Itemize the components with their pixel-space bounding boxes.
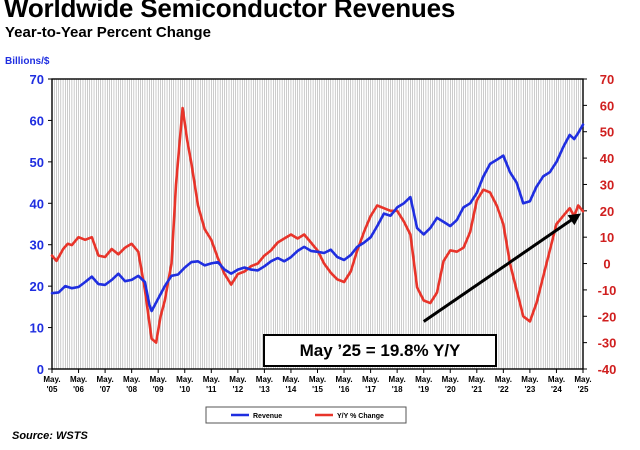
right-axis-ticks: -40 -30 -20 -10 0 10 20 30 40 50 60 70 [583,72,616,377]
x-tick-label-month: May. [442,375,459,384]
x-tick-label-year: '24 [551,385,562,394]
trend-arrow-head [567,213,581,226]
left-tick-label: 0 [37,362,44,377]
revenue-line [50,123,585,313]
left-tick-label: 10 [30,321,44,336]
right-tick-label: 50 [600,125,614,140]
x-tick-label-year: '05 [47,385,58,394]
x-tick-label-year: '21 [471,385,482,394]
x-tick-label-month: May. [256,375,273,384]
left-axis-label: Billions/$ [5,56,50,67]
chart-title: Worldwide Semiconductor Revenues [4,0,456,23]
x-tick-label-month: May. [176,375,193,384]
x-tick-label-year: '17 [365,385,376,394]
x-tick-label-month: May. [309,375,326,384]
source-note: Source: WSTS [12,430,88,442]
right-tick-label: 0 [603,257,610,272]
x-tick-label-month: May. [574,375,591,384]
gridlines [53,79,582,369]
x-tick-label-month: May. [43,375,60,384]
right-tick-label: -30 [598,336,617,351]
right-tick-label: -10 [598,283,617,298]
x-tick-label-month: May. [203,375,220,384]
legend-label-yoy: Y/Y % Change [337,413,384,420]
x-tick-label-month: May. [389,375,406,384]
right-tick-label: 30 [600,177,614,192]
annotation-layer: May ’25 = 19.8% Y/Y [263,213,581,367]
x-tick-label-year: '06 [73,385,84,394]
left-tick-label: 40 [30,196,44,211]
left-tick-label: 50 [30,155,44,170]
x-tick-label-month: May. [96,375,113,384]
x-tick-label-month: May. [123,375,140,384]
x-tick-label-year: '08 [126,385,137,394]
right-tick-label: 10 [600,230,614,245]
x-tick-label-year: '09 [153,385,164,394]
legend: Revenue Y/Y % Change [205,406,407,424]
x-tick-label-month: May. [282,375,299,384]
left-tick-label: 30 [30,238,44,253]
x-tick-label-month: May. [495,375,512,384]
x-tick-label-year: '12 [232,385,243,394]
x-tick-label-year: '22 [498,385,509,394]
x-tick-label-year: '15 [312,385,323,394]
x-tick-label-year: '14 [286,385,297,394]
left-tick-label: 20 [30,279,44,294]
x-tick-label-year: '07 [100,385,111,394]
right-tick-label: 40 [600,151,614,166]
x-tick-label-month: May. [229,375,246,384]
left-tick-label: 70 [30,72,44,87]
yoy-change-line [50,106,585,344]
right-tick-label: 70 [600,72,614,87]
x-tick-label-month: May. [468,375,485,384]
x-tick-label-month: May. [415,375,432,384]
x-tick-label-year: '11 [206,385,217,394]
x-tick-label-year: '25 [578,385,589,394]
x-tick-label-year: '20 [445,385,456,394]
annotation-box [263,334,497,367]
annotation-text: May ’25 = 19.8% Y/Y [300,341,461,360]
left-axis-ticks: 0 10 20 30 40 50 60 70 [30,72,52,377]
left-tick-label: 60 [30,113,44,128]
right-tick-label: -20 [598,309,617,324]
x-tick-label-month: May. [521,375,538,384]
x-axis-ticks: May.'05May.'06May.'07May.'08May.'09May.'… [43,369,592,394]
x-tick-label-year: '18 [392,385,403,394]
legend-label-revenue: Revenue [253,413,282,420]
trend-arrow [422,216,576,323]
x-tick-label-year: '16 [339,385,350,394]
x-tick-label-year: '10 [179,385,190,394]
right-tick-label: 20 [600,204,614,219]
x-tick-label-month: May. [150,375,167,384]
legend-box [205,406,407,424]
x-tick-label-month: May. [362,375,379,384]
right-tick-label: 60 [600,98,614,113]
series-layer [50,106,585,344]
x-tick-label-month: May. [335,375,352,384]
right-tick-label: -40 [598,362,617,377]
x-tick-label-month: May. [70,375,87,384]
x-tick-label-month: May. [548,375,565,384]
x-tick-label-year: '13 [259,385,270,394]
x-tick-label-year: '23 [524,385,535,394]
x-tick-label-year: '19 [418,385,429,394]
chart-subtitle: Year-to-Year Percent Change [5,24,211,41]
